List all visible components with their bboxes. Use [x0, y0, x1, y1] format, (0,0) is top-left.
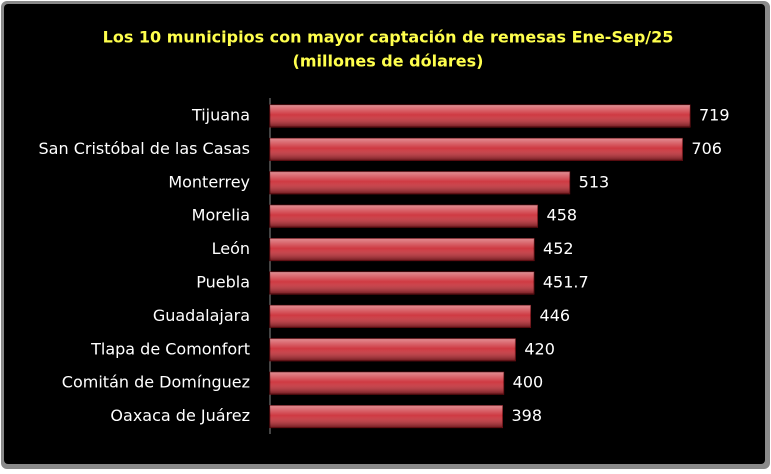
category-label: San Cristóbal de las Casas — [39, 139, 250, 158]
value-label: 513 — [579, 172, 610, 191]
chart-title: Los 10 municipios con mayor captación de… — [103, 28, 674, 47]
bar-shine — [270, 138, 683, 161]
bar-shine — [270, 372, 504, 395]
value-label: 458 — [547, 206, 578, 225]
category-label: Guadalajara — [153, 306, 250, 325]
bar-shine — [270, 405, 503, 428]
category-label: Tlapa de Comonfort — [90, 339, 250, 358]
value-label: 706 — [691, 139, 722, 158]
category-label: Puebla — [196, 273, 250, 292]
value-label: 398 — [511, 406, 542, 425]
plot-background — [4, 4, 765, 464]
value-label: 452 — [543, 239, 574, 258]
value-label: 446 — [540, 306, 571, 325]
category-label: Tijuana — [191, 106, 250, 125]
chart-subtitle: (millones de dólares) — [293, 52, 484, 71]
category-label: Comitán de Domínguez — [62, 373, 250, 392]
category-label: León — [212, 239, 250, 258]
bar-shine — [270, 272, 534, 294]
category-label: Morelia — [192, 206, 250, 225]
bar-shine — [270, 171, 570, 194]
value-label: 451.7 — [543, 273, 589, 292]
bar-shine — [270, 305, 531, 328]
value-label: 400 — [513, 373, 544, 392]
bar-shine — [270, 338, 516, 361]
bar-shine — [270, 238, 535, 261]
category-label: Monterrey — [168, 172, 250, 191]
category-label: Oaxaca de Juárez — [110, 406, 250, 425]
value-label: 420 — [524, 339, 555, 358]
value-label: 719 — [699, 106, 730, 125]
bar-shine — [270, 205, 538, 228]
bar-shine — [270, 105, 690, 127]
